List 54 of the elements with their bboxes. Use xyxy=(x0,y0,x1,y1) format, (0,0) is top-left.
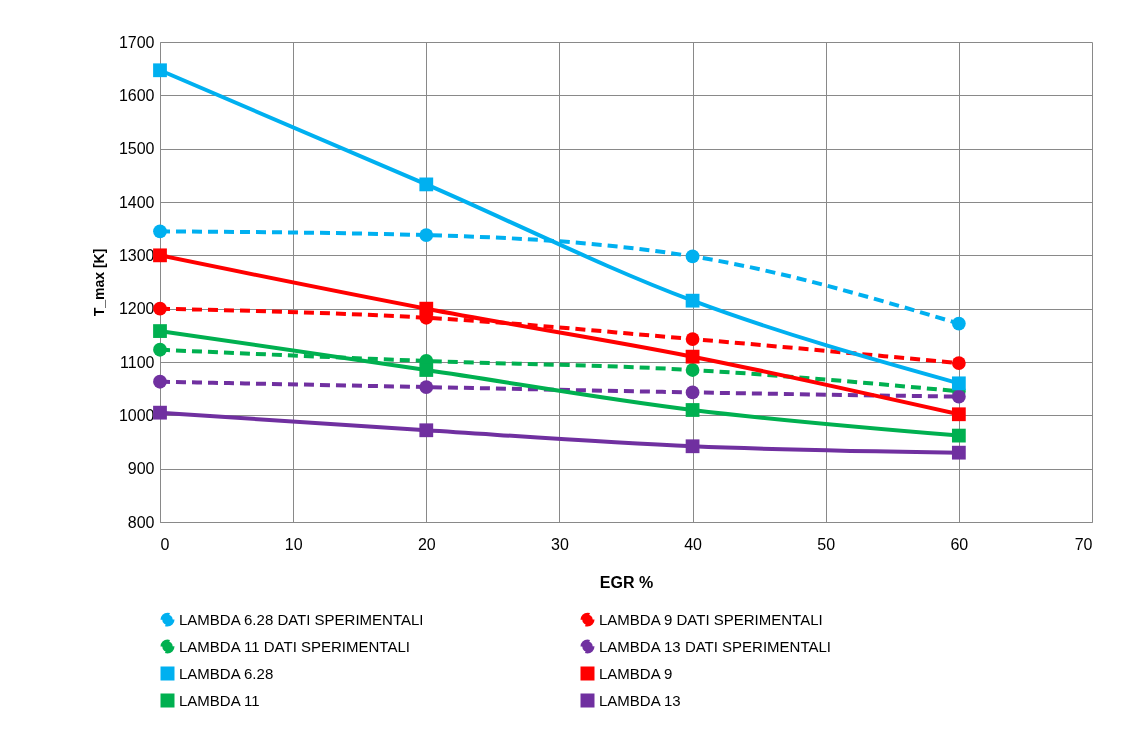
point xyxy=(153,374,167,389)
point xyxy=(419,380,434,394)
point xyxy=(685,249,700,264)
point xyxy=(951,445,966,460)
y-tick-label: 1500 xyxy=(118,140,155,158)
point xyxy=(419,363,434,377)
point xyxy=(419,423,434,438)
legend-label: LAMBDA 6.28 xyxy=(179,664,274,682)
point xyxy=(153,324,167,338)
legend-label: LAMBDA 13 DATI SPERIMENTALI xyxy=(599,637,832,655)
point xyxy=(153,342,167,357)
point xyxy=(951,356,966,370)
x-tick-label: 10 xyxy=(284,535,303,553)
x-tick-label: 0 xyxy=(160,535,170,553)
point xyxy=(419,228,434,242)
y-tick-label: 1100 xyxy=(120,353,155,371)
x-tick-label: 50 xyxy=(817,535,836,553)
legend-label: LAMBDA 9 xyxy=(599,664,673,682)
point xyxy=(951,316,966,331)
point xyxy=(153,301,167,316)
x-tick-label: 70 xyxy=(1074,535,1093,553)
x-tick-label: 60 xyxy=(950,535,969,553)
point xyxy=(153,63,167,78)
y-tick-label: 1600 xyxy=(118,86,155,104)
point xyxy=(419,301,434,316)
y-tick-label: 800 xyxy=(127,513,155,531)
x-tick-label: 30 xyxy=(551,535,569,553)
y-tick-label: 1200 xyxy=(118,300,155,318)
y-tick-label: 900 xyxy=(127,460,155,478)
y-axis-title: T_max [K] xyxy=(90,248,107,317)
point xyxy=(685,293,700,308)
legend-label: LAMBDA 6.28 DATI SPERIMENTALI xyxy=(179,610,424,628)
point xyxy=(153,224,167,239)
y-tick-label: 1700 xyxy=(118,33,155,51)
y-tick-label: 1000 xyxy=(118,406,155,424)
x-tick-label: 40 xyxy=(684,535,703,553)
legend-label: LAMBDA 13 xyxy=(599,691,681,709)
legend-label: LAMBDA 9 DATI SPERIMENTALI xyxy=(599,610,823,628)
point xyxy=(951,407,966,422)
point xyxy=(685,385,700,400)
legend-label: LAMBDA 11 DATI SPERIMENTALI xyxy=(179,637,410,655)
point xyxy=(951,428,966,443)
y-tick-label: 1400 xyxy=(118,193,155,211)
point xyxy=(685,363,700,377)
x-tick-label: 20 xyxy=(417,535,436,553)
point xyxy=(419,177,434,192)
point xyxy=(685,332,700,346)
legend-label: LAMBDA 11 xyxy=(179,691,260,709)
point xyxy=(685,349,700,364)
point xyxy=(153,405,167,420)
x-axis-title: EGR % xyxy=(599,573,654,591)
point xyxy=(685,439,700,454)
point xyxy=(153,248,167,263)
point xyxy=(685,403,700,417)
